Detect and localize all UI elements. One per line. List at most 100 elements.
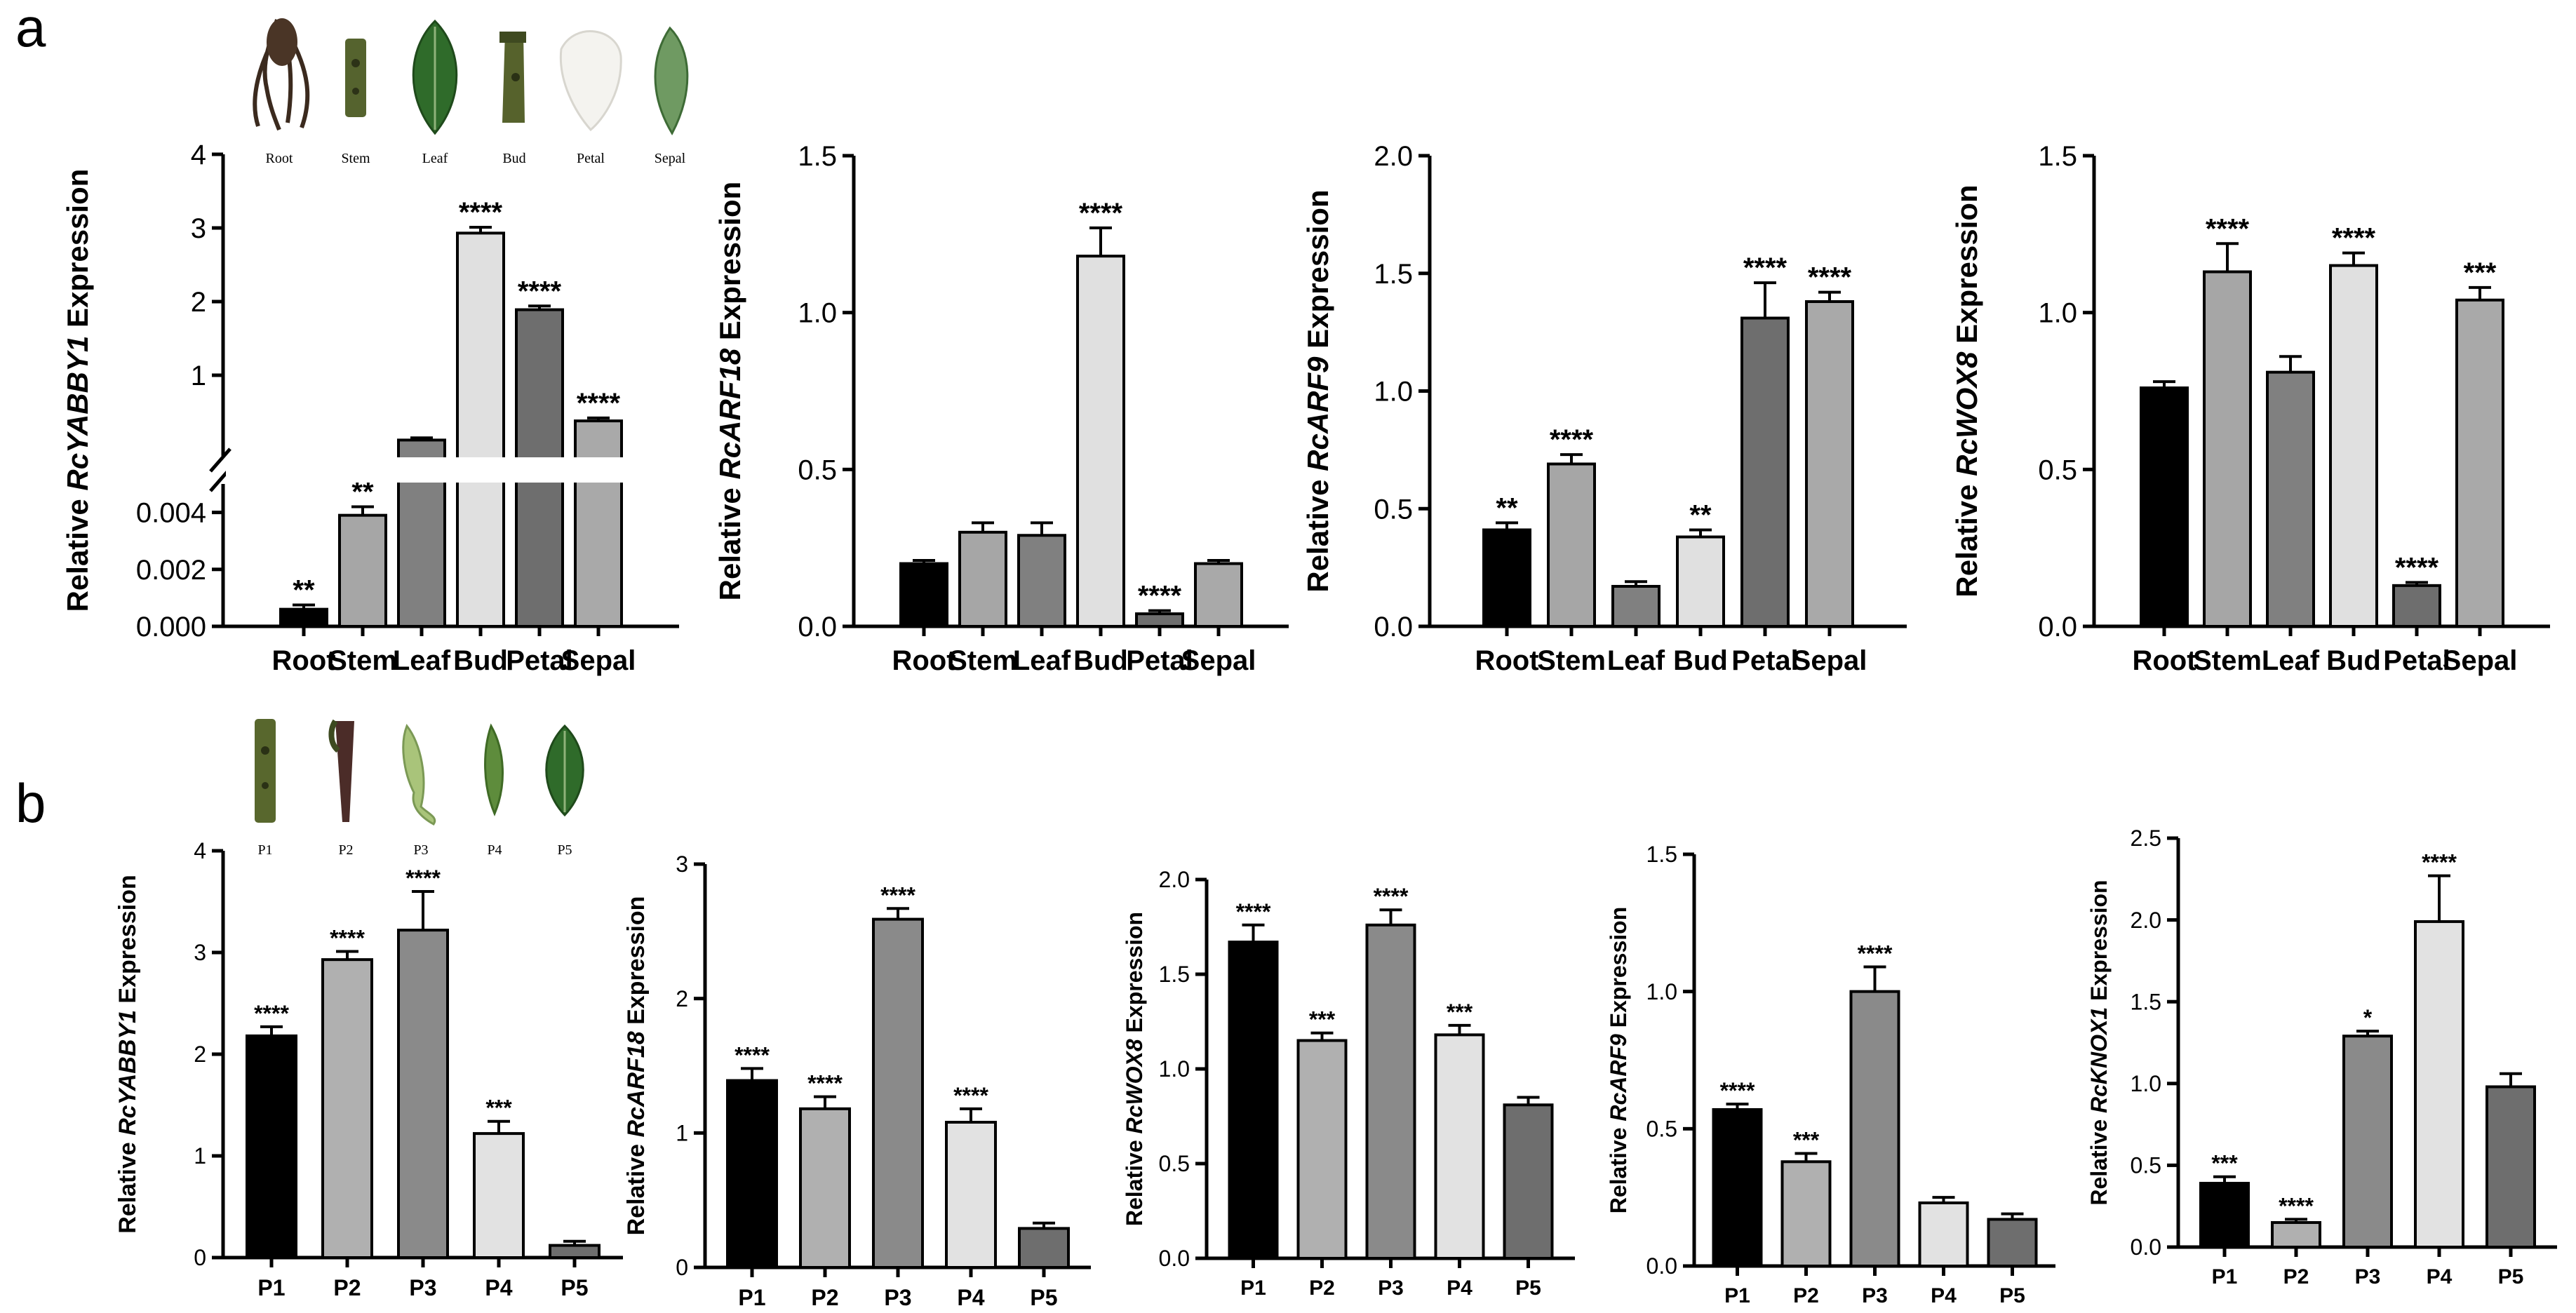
x-tick-label: P1: [257, 1275, 285, 1300]
y-tick-label: 0.0: [798, 612, 837, 642]
y-axis-label: Relative RcARF9 Expression: [1301, 189, 1334, 592]
significance-label: ****: [330, 926, 365, 951]
stage-photo-p2: P2: [328, 719, 354, 858]
significance-label: ***: [1309, 1007, 1336, 1032]
x-tick-label: P5: [561, 1275, 588, 1300]
significance-label: ****: [405, 866, 441, 891]
bar: [1017, 534, 1066, 628]
tissue-photo-stem: Stem: [341, 39, 370, 166]
x-tick-label: P3: [2355, 1265, 2381, 1288]
bar: [2140, 386, 2189, 628]
x-tick-label: P1: [738, 1285, 765, 1310]
y-axis-label: Relative RcWOX8 Expression: [1122, 912, 1147, 1226]
bar: [1987, 1218, 2038, 1268]
x-tick-label: P4: [957, 1285, 984, 1310]
x-tick-label: Leaf: [1607, 645, 1665, 676]
y-tick-label: 0.5: [1646, 1117, 1677, 1142]
x-tick-label: P3: [1862, 1284, 1888, 1307]
y-tick-label: 1: [194, 1143, 206, 1169]
x-tick-label: Bud: [2326, 645, 2381, 676]
x-tick-label: P4: [1931, 1284, 1957, 1307]
significance-label: **: [293, 575, 315, 606]
y-tick-label: 1.5: [2131, 989, 2161, 1014]
bar: [2199, 1182, 2250, 1248]
significance-label: ****: [2422, 850, 2457, 875]
x-tick-label: Sepal: [1792, 645, 1867, 676]
tissue-caption: Sepal: [655, 151, 686, 166]
stage-photo-p5: P5: [545, 724, 584, 858]
x-tick-label: P3: [884, 1285, 911, 1310]
bar: [1676, 535, 1725, 628]
bar: [1805, 300, 1854, 628]
x-tick-label: P2: [333, 1275, 361, 1300]
y-tick-label: 1: [676, 1121, 688, 1146]
bar: [945, 1121, 997, 1269]
x-tick-label: P5: [1999, 1284, 2025, 1307]
y-tick-label: 0: [194, 1245, 206, 1270]
tissue-caption: Leaf: [422, 151, 448, 166]
x-tick-label: Petal: [1126, 645, 1193, 676]
bar: [338, 513, 387, 628]
significance-label: ****: [577, 388, 621, 419]
y-tick-label: 0.0: [1374, 612, 1413, 642]
x-tick-label: P2: [1793, 1284, 1819, 1307]
significance-label: ****: [1236, 899, 1271, 924]
y-tick-label: 1.0: [1374, 377, 1413, 408]
significance-label: ***: [1447, 999, 1473, 1025]
significance-label: ***: [2464, 257, 2497, 288]
bar: [1296, 1039, 1348, 1260]
y-tick-label: 0.5: [798, 454, 837, 485]
x-tick-label: Leaf: [2262, 645, 2320, 676]
bar: [1228, 941, 1279, 1260]
x-tick-label: Root: [2132, 645, 2196, 676]
tissue-photo-bud: Bud: [499, 32, 526, 166]
tissue-photo-root: Root: [253, 18, 310, 166]
x-tick-label: Root: [1475, 645, 1538, 676]
y-axis-label: Relative RcARF18 Expression: [623, 896, 650, 1236]
x-tick-label: P4: [2427, 1265, 2453, 1288]
bar: [1482, 528, 1531, 628]
significance-label: ****: [1079, 198, 1123, 229]
y-tick-label: 0.000: [136, 612, 206, 642]
tissue-caption: Stem: [341, 151, 370, 166]
y-tick-label: 1.5: [798, 141, 837, 172]
stage-caption: P1: [257, 842, 272, 858]
y-tick-label: 0.5: [2131, 1153, 2161, 1178]
x-tick-label: P1: [1240, 1277, 1266, 1300]
significance-label: ****: [953, 1083, 988, 1108]
bar: [2392, 584, 2441, 628]
x-tick-label: P4: [1447, 1277, 1473, 1300]
x-tick-label: Sepal: [2443, 645, 2518, 676]
bar: [2266, 370, 2315, 628]
y-axis-label: Relative RcKNOX1 Expression: [2086, 880, 2112, 1205]
x-tick-label: P1: [1724, 1284, 1750, 1307]
bar: [726, 1079, 778, 1270]
y-tick-label: 4: [191, 140, 206, 170]
x-tick-label: Sepal: [1181, 645, 1256, 676]
significance-label: ***: [1793, 1128, 1820, 1153]
y-tick-label: 0.002: [136, 555, 206, 586]
x-tick-label: P5: [1030, 1285, 1057, 1310]
bar: [246, 1034, 297, 1260]
bar: [1712, 1107, 1763, 1267]
bar: [2329, 264, 2378, 628]
tissue-photo-petal: Petal: [559, 30, 622, 166]
significance-label: **: [1496, 492, 1518, 523]
bar: [1018, 1227, 1070, 1269]
tissue-photos-a: Root Stem Leaf Bud Petal Sepal: [253, 18, 689, 166]
x-tick-label: P1: [2212, 1265, 2238, 1288]
y-tick-label: 2: [676, 986, 688, 1011]
x-tick-label: P2: [2283, 1265, 2309, 1288]
y-tick-label: 0: [676, 1255, 688, 1280]
y-tick-label: 0.0: [2131, 1234, 2161, 1260]
bar: [397, 929, 449, 1259]
y-tick-label: 1.0: [2131, 1071, 2161, 1096]
bar: [2414, 920, 2464, 1248]
bar: [899, 562, 948, 628]
significance-label: ****: [1743, 252, 1787, 283]
y-tick-label: 0.5: [1159, 1151, 1190, 1176]
stage-caption: P4: [487, 842, 502, 858]
y-axis-label: Relative RcWOX8 Expression: [1950, 184, 1983, 597]
y-tick-label: 1.0: [2038, 298, 2077, 329]
